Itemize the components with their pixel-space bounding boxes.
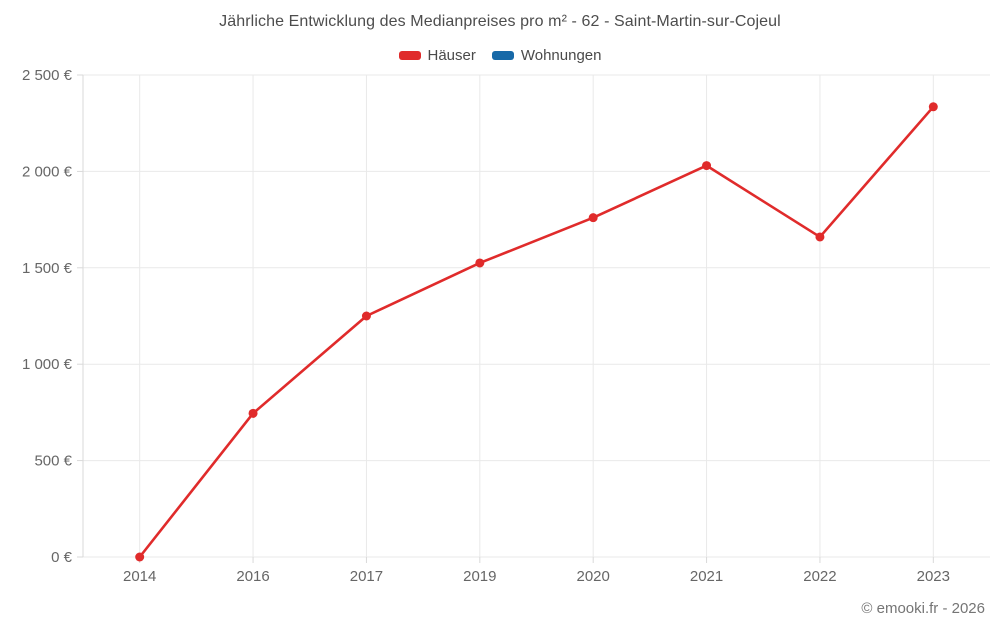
legend-item-haeuser[interactable]: Häuser xyxy=(398,47,476,64)
data-point[interactable] xyxy=(135,552,145,562)
data-point[interactable] xyxy=(815,232,825,242)
y-tick-label: 1 500 € xyxy=(22,260,73,277)
legend-swatch-haeuser-icon xyxy=(398,51,421,60)
legend-label-wohnungen: Wohnungen xyxy=(520,47,602,64)
x-tick-label: 2020 xyxy=(577,568,610,585)
x-tick-label: 2014 xyxy=(123,568,156,585)
legend-item-wohnungen[interactable]: Wohnungen xyxy=(491,47,602,64)
x-tick-label: 2019 xyxy=(463,568,496,585)
legend-swatch-wohnungen-icon xyxy=(491,51,514,60)
y-tick-label: 500 € xyxy=(34,453,72,470)
chart-title: Jährliche Entwicklung des Medianpreises … xyxy=(219,13,781,30)
data-point[interactable] xyxy=(361,311,371,321)
x-tick-label: 2017 xyxy=(350,568,383,585)
y-tick-label: 0 € xyxy=(51,549,73,566)
data-point[interactable] xyxy=(588,213,598,223)
y-tick-label: 1 000 € xyxy=(22,356,73,373)
chart-legend: Häuser Wohnungen xyxy=(0,47,1000,64)
legend-label-haeuser: Häuser xyxy=(427,47,476,64)
x-tick-label: 2016 xyxy=(236,568,269,585)
data-point[interactable] xyxy=(702,161,712,171)
data-point[interactable] xyxy=(928,102,938,112)
x-tick-label: 2023 xyxy=(917,568,950,585)
x-tick-label: 2021 xyxy=(690,568,723,585)
x-tick-label: 2022 xyxy=(803,568,836,585)
series-line-0 xyxy=(138,105,935,559)
data-point[interactable] xyxy=(475,258,485,268)
copyright-text: © emooki.fr - 2026 xyxy=(861,600,985,617)
y-tick-label: 2 000 € xyxy=(22,163,73,180)
y-tick-label: 2 500 € xyxy=(22,67,73,84)
data-point[interactable] xyxy=(248,408,258,418)
